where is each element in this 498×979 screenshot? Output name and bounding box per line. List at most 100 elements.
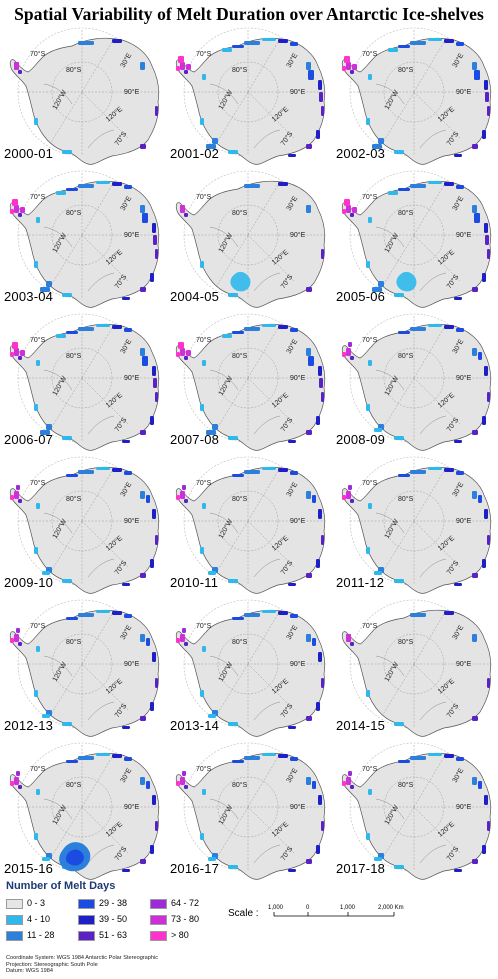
- melt-patch: [112, 182, 122, 186]
- meridian-line: [381, 91, 415, 145]
- melt-patch: [122, 869, 130, 872]
- season-year-label: 2001-02: [170, 146, 220, 161]
- melt-patch: [222, 48, 232, 52]
- melt-patch: [155, 106, 158, 116]
- geo-label: 70°S: [196, 622, 212, 630]
- ice-shelf-boundary: [43, 798, 115, 864]
- melt-patch: [10, 352, 14, 357]
- melt-patch: [34, 547, 38, 554]
- melt-patch: [350, 356, 354, 360]
- melt-patch: [140, 62, 145, 70]
- melt-patch: [394, 293, 404, 297]
- melt-patch: [318, 366, 322, 376]
- geo-label: 90°E: [124, 374, 140, 382]
- melt-patch: [482, 273, 486, 282]
- geo-label: 70°S: [362, 193, 378, 201]
- meridian-line: [247, 663, 295, 711]
- melt-patch: [444, 325, 454, 329]
- melt-patch: [10, 638, 14, 643]
- melt-patch: [186, 350, 191, 356]
- melt-patch: [228, 579, 238, 583]
- melt-patch: [472, 634, 477, 642]
- melt-patch: [316, 416, 320, 425]
- melt-patch: [78, 756, 94, 760]
- melt-patch: [176, 495, 180, 500]
- melt-patch: [184, 499, 188, 503]
- melt-patch: [46, 424, 52, 430]
- melt-patch: [66, 617, 78, 620]
- melt-patch: [318, 509, 322, 519]
- melt-patch: [368, 360, 372, 366]
- geo-label: 80°S: [66, 66, 82, 74]
- melt-patch: [155, 678, 158, 688]
- meridian-line: [81, 234, 129, 282]
- melt-patch: [306, 491, 311, 499]
- melt-patch: [428, 38, 442, 41]
- melt-patch: [122, 297, 130, 300]
- melt-patch: [306, 205, 311, 213]
- meridian-line: [81, 377, 129, 425]
- melt-patch: [368, 503, 372, 509]
- melt-patch: [342, 209, 346, 214]
- melt-patch: [410, 613, 426, 617]
- melt-patch: [262, 753, 276, 756]
- melt-patch: [290, 42, 298, 46]
- melt-patch: [484, 795, 488, 805]
- continent-shape: [341, 180, 492, 308]
- geo-label: 90°E: [290, 660, 306, 668]
- melt-patch: [146, 495, 150, 503]
- melt-patch: [474, 213, 480, 223]
- season-year-label: 2008-09: [336, 432, 386, 447]
- melt-patch: [155, 821, 158, 831]
- melt-patch: [342, 495, 346, 500]
- melt-patch: [318, 795, 322, 805]
- legend-item: 29 - 38: [78, 898, 127, 911]
- season-year-label: 2007-08: [170, 432, 220, 447]
- legend-label: > 80: [171, 930, 189, 940]
- melt-patch: [321, 535, 324, 545]
- map-panel-grid: 70°S 80°S 30°E 90°E 120°E 120°W 70°S 2000-01 70°…: [0, 26, 498, 886]
- geo-label: 90°E: [290, 517, 306, 525]
- ross-melt-region: [230, 271, 251, 292]
- legend-swatch: [78, 898, 95, 909]
- legend-swatch: [150, 898, 167, 909]
- melt-patch: [180, 62, 185, 70]
- legend-label: 11 - 28: [27, 930, 55, 940]
- melt-patch: [12, 199, 18, 206]
- melt-patch: [78, 41, 94, 45]
- melt-patch: [152, 795, 156, 805]
- melt-patch: [244, 613, 260, 617]
- meridian-line: [81, 184, 113, 236]
- season-year-label: 2010-11: [170, 575, 219, 590]
- melt-patch: [46, 281, 52, 287]
- melt-patch: [456, 757, 464, 761]
- geo-label: 90°E: [290, 88, 306, 96]
- melt-patch: [346, 62, 351, 70]
- melt-patch: [208, 714, 216, 718]
- melt-patch: [150, 273, 154, 282]
- melt-patch: [308, 70, 314, 80]
- melt-patch: [366, 547, 370, 554]
- melt-patch: [472, 144, 478, 149]
- melt-patch: [244, 41, 260, 45]
- melt-patch: [140, 716, 146, 721]
- melt-patch: [122, 583, 130, 586]
- melt-patch: [42, 714, 50, 718]
- geo-label: 80°S: [398, 781, 414, 789]
- melt-patch: [428, 181, 442, 184]
- melt-patch: [487, 821, 490, 831]
- melt-patch: [344, 199, 350, 206]
- melt-patch: [472, 491, 477, 499]
- season-year-label: 2003-04: [4, 289, 54, 304]
- melt-patch: [350, 70, 354, 74]
- map-metadata: Coordinate System: WGS 1984 Antarctic Po…: [6, 955, 158, 975]
- melt-patch: [200, 690, 204, 697]
- meridian-line: [413, 470, 445, 522]
- melt-patch: [184, 213, 188, 217]
- melt-patch: [478, 781, 482, 789]
